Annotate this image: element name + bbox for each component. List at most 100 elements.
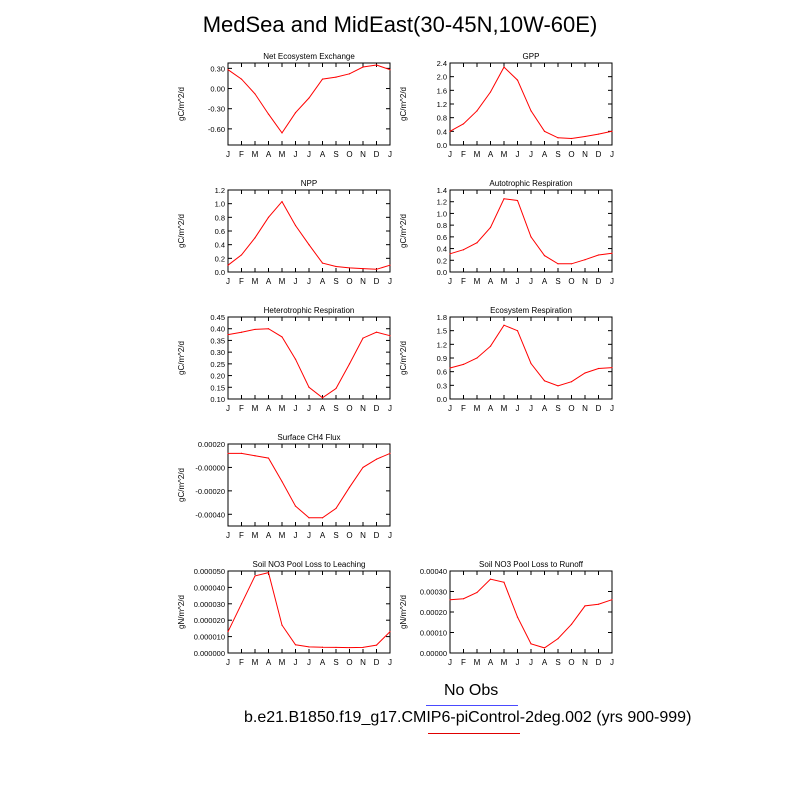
data-point [362, 267, 364, 270]
data-point [362, 646, 364, 649]
x-tick-label: D [374, 404, 380, 413]
y-tick-label: 0.0 [437, 268, 447, 277]
data-point [348, 363, 351, 365]
x-tick-label: J [516, 404, 520, 413]
data-point [611, 366, 613, 369]
data-point [449, 599, 451, 601]
data-point [254, 328, 256, 331]
x-tick-label: F [239, 658, 244, 667]
x-tick-label: J [516, 150, 520, 159]
data-point [570, 623, 573, 625]
data-point [557, 137, 559, 139]
y-tick-label: 0.4 [437, 127, 447, 136]
x-tick-label: J [610, 150, 614, 159]
x-tick-label: S [333, 404, 338, 413]
x-tick-label: M [279, 150, 286, 159]
data-point [375, 644, 378, 646]
y-tick-label: -0.00020 [195, 487, 225, 496]
y-tick-label: 0.000000 [194, 649, 225, 658]
x-tick-label: M [474, 404, 481, 413]
data-point [267, 328, 270, 330]
x-tick-label: M [279, 277, 286, 286]
data-point [375, 331, 378, 333]
data-point [375, 268, 378, 270]
chart-title: Surface CH4 Flux [277, 433, 340, 442]
x-tick-label: A [320, 658, 326, 667]
data-point [489, 226, 492, 229]
x-tick-label: D [596, 277, 602, 286]
x-tick-label: F [461, 404, 466, 413]
y-tick-label: 0.2 [437, 256, 447, 265]
x-tick-label: A [320, 277, 326, 286]
y-tick-label: 1.0 [437, 209, 447, 218]
plot-frame [449, 316, 613, 400]
y-tick-label: 0.0 [437, 141, 447, 150]
x-tick-label: J [448, 658, 452, 667]
x-tick-label: J [388, 658, 392, 667]
data-point [570, 381, 573, 383]
data-point [449, 130, 451, 132]
data-point [321, 646, 324, 648]
y-axis-label: gC/m^2/d [399, 341, 408, 375]
y-tick-label: 1.0 [215, 200, 225, 209]
x-tick-label: M [252, 531, 259, 540]
y-tick-label: 0.00040 [420, 567, 447, 576]
x-tick-label: O [346, 658, 352, 667]
data-point [254, 575, 256, 577]
y-axis-label: gN/m^2/d [399, 595, 408, 629]
data-point [240, 452, 243, 454]
y-tick-label: -0.00000 [195, 463, 225, 472]
y-tick-label: 0.15 [210, 383, 225, 392]
x-tick-label: J [226, 277, 230, 286]
y-tick-label: 0.000010 [194, 633, 225, 642]
x-tick-label: J [610, 404, 614, 413]
x-tick-label: O [346, 150, 352, 159]
y-tick-label: 0.45 [210, 313, 225, 322]
x-tick-label: M [474, 277, 481, 286]
data-point [489, 578, 492, 580]
data-point [308, 97, 310, 99]
x-tick-label: J [294, 277, 298, 286]
x-tick-label: M [252, 404, 259, 413]
series-line [449, 198, 613, 265]
chart-title: NPP [301, 179, 317, 188]
x-tick-label: N [360, 658, 366, 667]
y-tick-label: 1.8 [437, 313, 447, 322]
data-point [462, 363, 465, 365]
x-tick-label: J [226, 531, 230, 540]
data-point [308, 244, 310, 246]
data-point [348, 486, 351, 488]
legend-no-obs-line [426, 705, 518, 706]
y-tick-label: 0.40 [210, 325, 225, 334]
y-tick-label: 0.30 [210, 348, 225, 357]
x-tick-label: J [516, 277, 520, 286]
y-tick-label: 1.2 [437, 198, 447, 207]
y-tick-label: 0.00000 [420, 649, 447, 658]
data-point [462, 249, 465, 251]
y-tick-label: 0.3 [437, 381, 447, 390]
data-point [281, 336, 283, 338]
data-point [476, 357, 478, 359]
x-tick-label: D [374, 277, 380, 286]
data-point [308, 517, 310, 519]
data-point [597, 254, 600, 256]
data-point [462, 123, 465, 125]
x-tick-label: A [542, 277, 548, 286]
plot-frame [227, 189, 391, 273]
x-tick-label: A [542, 404, 548, 413]
x-tick-label: N [582, 150, 588, 159]
x-tick-label: S [555, 658, 560, 667]
chart-title: Ecosystem Respiration [490, 306, 572, 315]
x-tick-label: J [516, 658, 520, 667]
x-tick-label: A [320, 150, 326, 159]
data-point [557, 385, 559, 387]
data-point [449, 367, 451, 369]
x-tick-label: A [488, 277, 494, 286]
x-tick-label: F [461, 658, 466, 667]
x-tick-label: A [488, 658, 494, 667]
data-point [335, 76, 337, 78]
x-tick-label: J [307, 150, 311, 159]
y-tick-label: 0.0 [215, 268, 225, 277]
x-tick-label: J [388, 531, 392, 540]
